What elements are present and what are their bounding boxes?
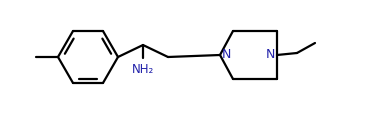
- Text: N: N: [266, 49, 275, 62]
- Text: N: N: [222, 49, 231, 62]
- Text: NH₂: NH₂: [132, 63, 154, 76]
